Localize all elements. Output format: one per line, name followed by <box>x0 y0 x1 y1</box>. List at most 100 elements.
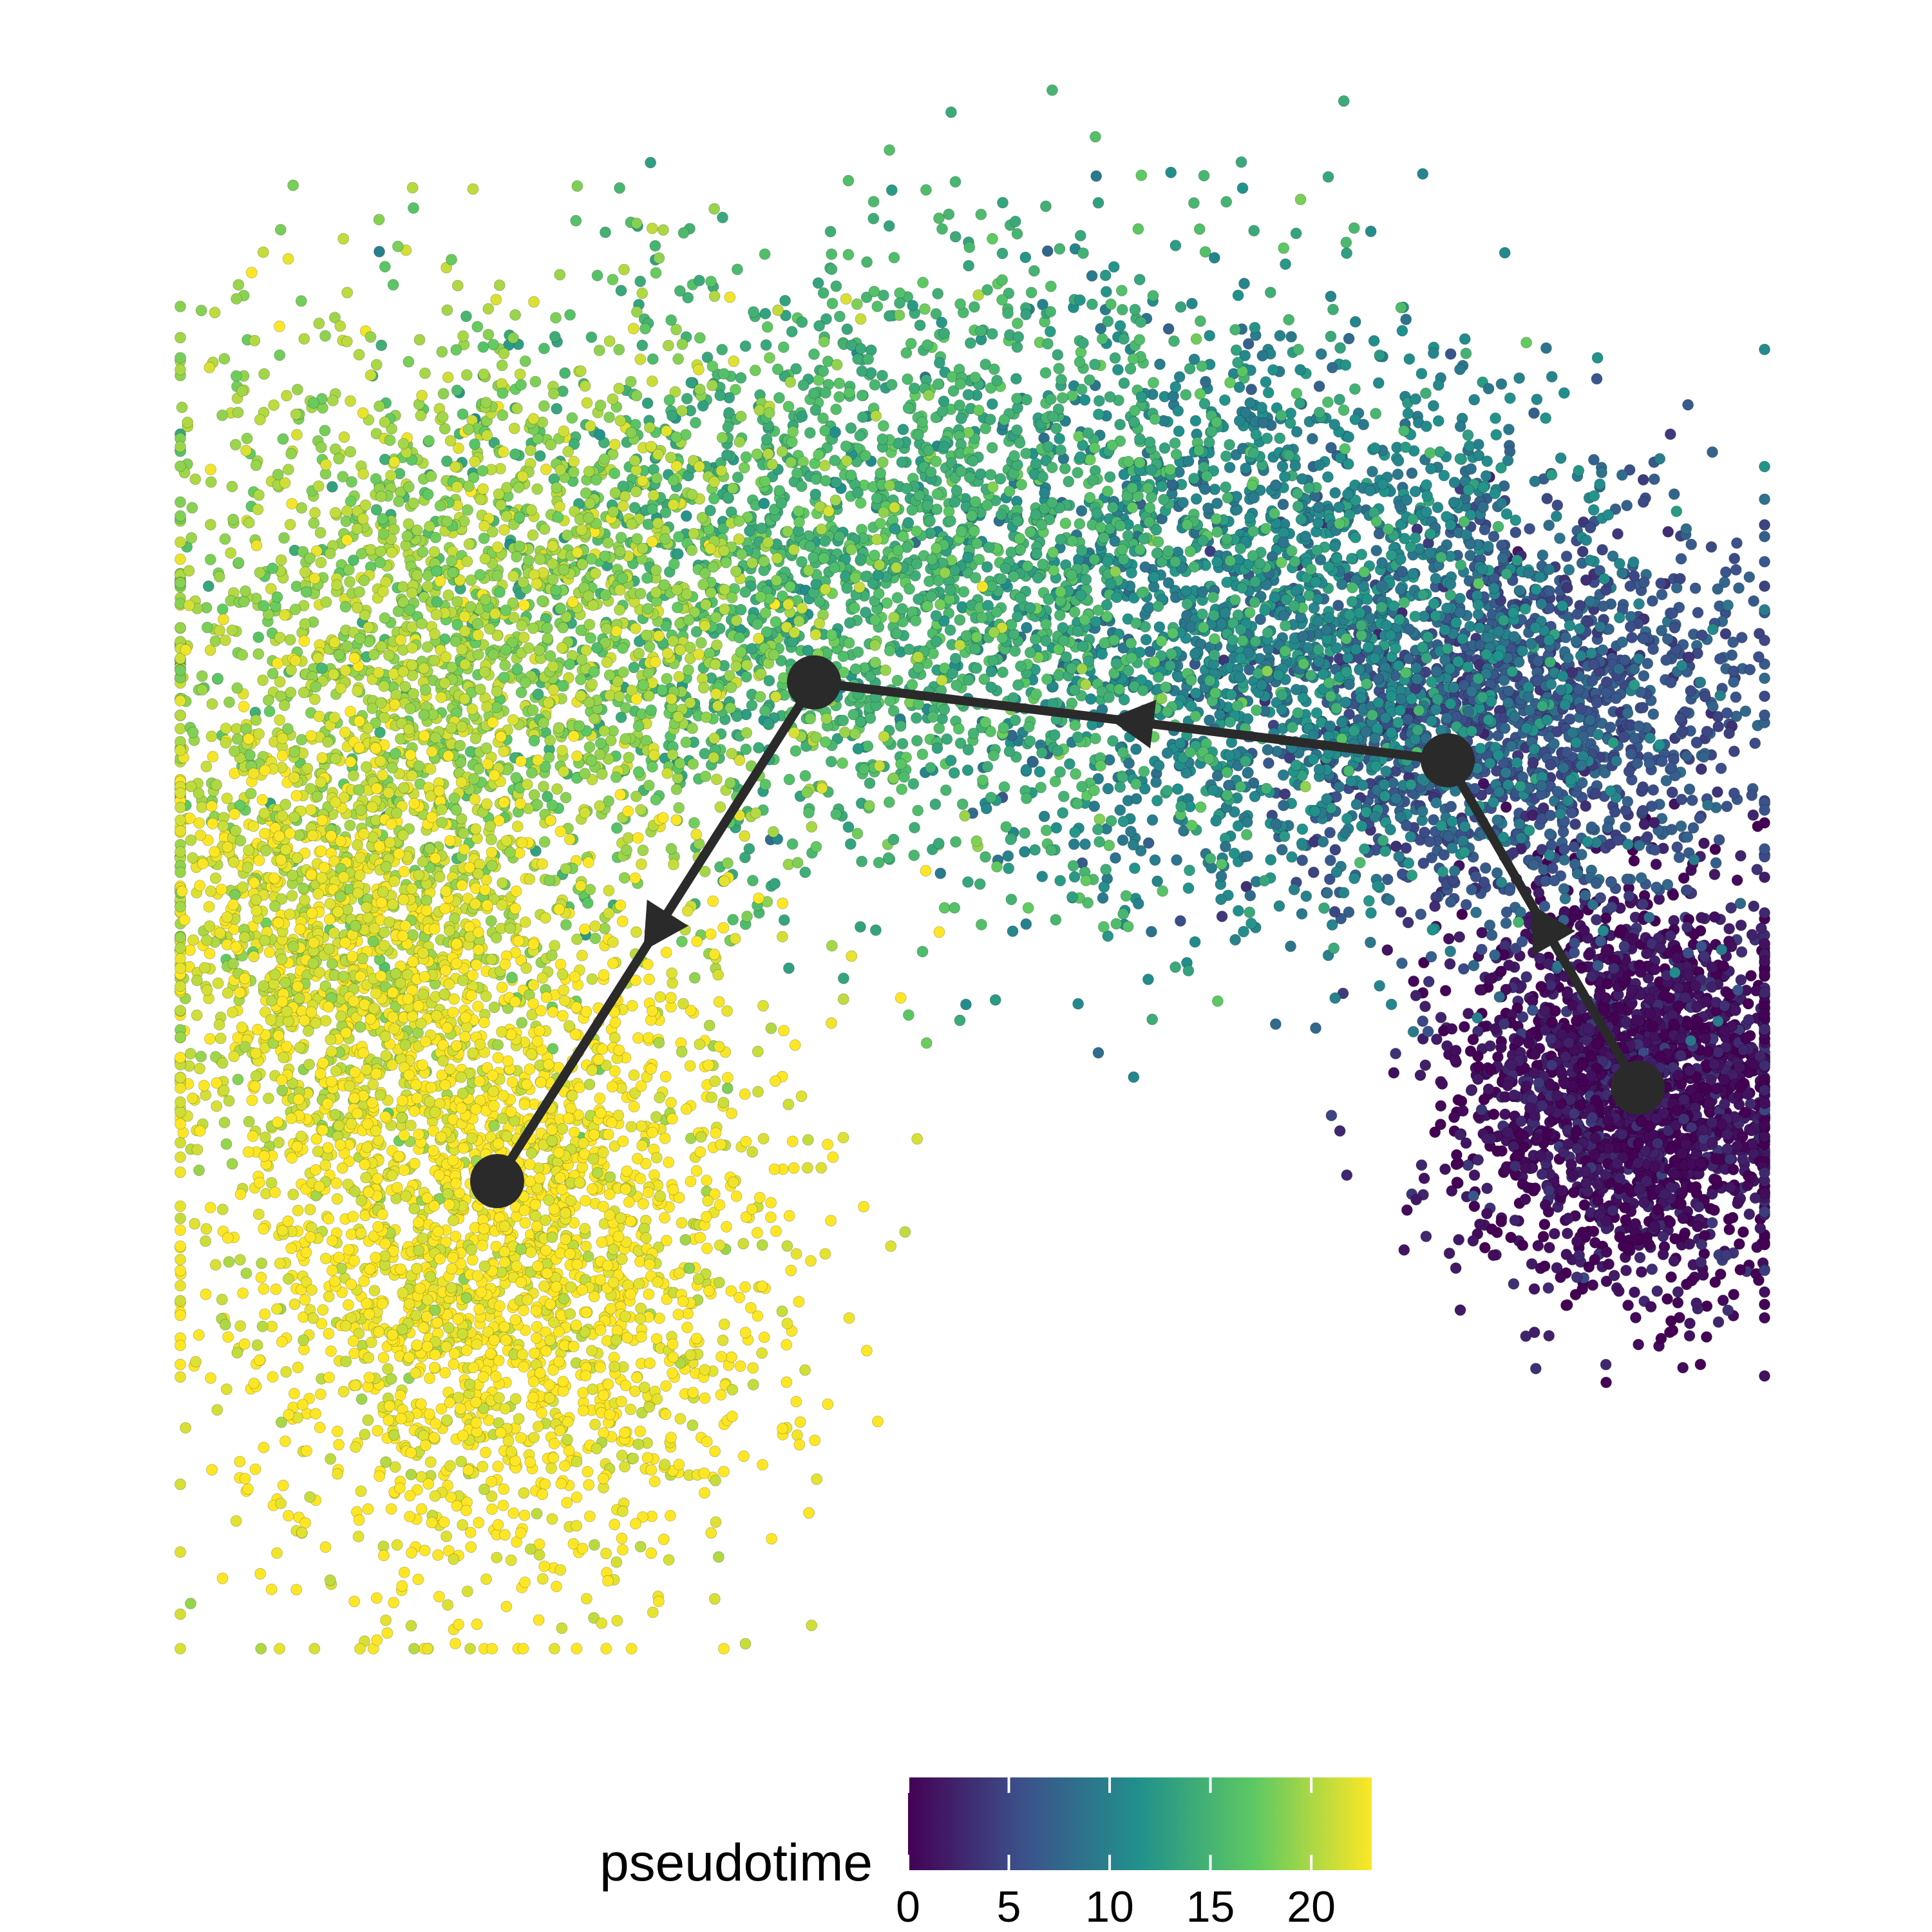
cell-point <box>1662 1293 1673 1305</box>
cell-point <box>1546 469 1558 481</box>
cell-point <box>1305 670 1317 681</box>
cell-point <box>1536 1168 1548 1180</box>
cell-point <box>1423 976 1435 988</box>
cell-point <box>1444 958 1456 970</box>
cell-point <box>1561 1227 1573 1240</box>
cell-point <box>1321 793 1333 805</box>
cell-point <box>1503 959 1515 971</box>
cell-point <box>1561 1299 1573 1311</box>
cell-point <box>1624 621 1636 632</box>
cell-point <box>1324 855 1336 866</box>
cell-point <box>1622 795 1634 808</box>
cell-point <box>1502 1079 1514 1092</box>
cell-point <box>1707 701 1719 713</box>
cell-point <box>1665 1271 1677 1283</box>
cell-point <box>1333 781 1345 793</box>
cell-point <box>1595 892 1607 904</box>
cell-point <box>1273 900 1285 912</box>
cell-point <box>1759 1264 1770 1276</box>
cell-point <box>1589 1236 1601 1249</box>
cell-point <box>1592 960 1604 972</box>
cell-point <box>1710 1174 1723 1186</box>
cell-point <box>1759 634 1770 647</box>
cell-point <box>1667 1018 1680 1030</box>
cell-point <box>1520 971 1533 983</box>
cell-point <box>1638 1197 1650 1209</box>
cell-point <box>1560 632 1572 643</box>
cell-point <box>1725 940 1738 952</box>
cell-point <box>1546 371 1558 383</box>
cell-point <box>1558 1078 1571 1090</box>
cell-point <box>1486 929 1498 941</box>
cell-point <box>1734 1264 1747 1276</box>
cell-point <box>1613 1183 1625 1195</box>
cell-point <box>1755 922 1767 934</box>
cell-point <box>1602 822 1614 834</box>
cell-point <box>1513 818 1526 830</box>
cell-point <box>1416 1159 1428 1171</box>
cell-point <box>1541 493 1553 505</box>
cell-point <box>1652 1204 1664 1216</box>
cell-point <box>1526 1004 1539 1016</box>
cell-point <box>1569 905 1580 916</box>
cell-point <box>1640 1145 1652 1157</box>
cell-point <box>1613 1285 1625 1297</box>
cell-point <box>1664 1217 1676 1228</box>
cell-point <box>1686 794 1698 806</box>
cell-point <box>1754 1050 1766 1063</box>
cell-point <box>1139 561 1151 573</box>
cell-point <box>1718 1098 1730 1110</box>
cell-point <box>1664 428 1676 440</box>
cell-point <box>1558 854 1571 866</box>
cell-point <box>1472 1061 1484 1073</box>
cell-point <box>1680 992 1691 1003</box>
cell-point <box>1712 1046 1724 1058</box>
cell-point <box>1582 949 1595 961</box>
cell-point <box>1637 804 1649 817</box>
cell-point <box>1635 1266 1647 1278</box>
cell-point <box>1421 652 1433 664</box>
cell-point <box>1590 877 1602 889</box>
cell-point <box>1148 581 1160 593</box>
cell-point <box>1675 553 1687 565</box>
cell-point <box>1285 940 1296 952</box>
cell-point <box>1405 831 1417 843</box>
cell-point <box>1189 936 1201 948</box>
cell-point <box>1676 1187 1689 1198</box>
cell-point <box>1571 867 1584 880</box>
cell-point <box>1682 947 1694 959</box>
cell-point <box>1589 1132 1602 1144</box>
cell-point <box>1502 685 1515 697</box>
cell-point <box>1616 469 1628 481</box>
cell-point <box>1495 1216 1508 1227</box>
cell-point <box>1473 1218 1486 1230</box>
cell-point <box>1499 247 1511 259</box>
cell-point <box>1459 333 1471 345</box>
cell-point <box>1560 1249 1573 1260</box>
cell-point <box>1467 1235 1479 1247</box>
cell-point <box>1728 676 1739 688</box>
cell-point <box>1505 1231 1517 1244</box>
cell-point <box>1326 361 1338 374</box>
cell-point <box>1706 1137 1718 1149</box>
cell-point <box>1229 934 1241 946</box>
cell-point <box>1628 570 1640 582</box>
cell-point <box>1586 675 1598 687</box>
cell-point <box>1349 531 1361 544</box>
cell-point <box>1557 762 1569 774</box>
cell-point <box>1600 992 1612 1004</box>
cell-point <box>1539 1260 1551 1272</box>
cell-point <box>1429 1126 1441 1138</box>
cell-point <box>1426 715 1437 727</box>
cell-point <box>1165 166 1177 178</box>
cell-point <box>1439 1163 1451 1175</box>
cell-point <box>1571 1142 1584 1155</box>
cell-point <box>1445 800 1457 813</box>
cell-point <box>1173 371 1186 383</box>
cell-point <box>1419 1000 1431 1012</box>
cell-point <box>1517 1178 1529 1190</box>
cell-point <box>1642 972 1654 984</box>
cell-point <box>1733 1238 1745 1250</box>
cell-point <box>1543 1330 1555 1342</box>
cell-point <box>1064 758 1075 770</box>
